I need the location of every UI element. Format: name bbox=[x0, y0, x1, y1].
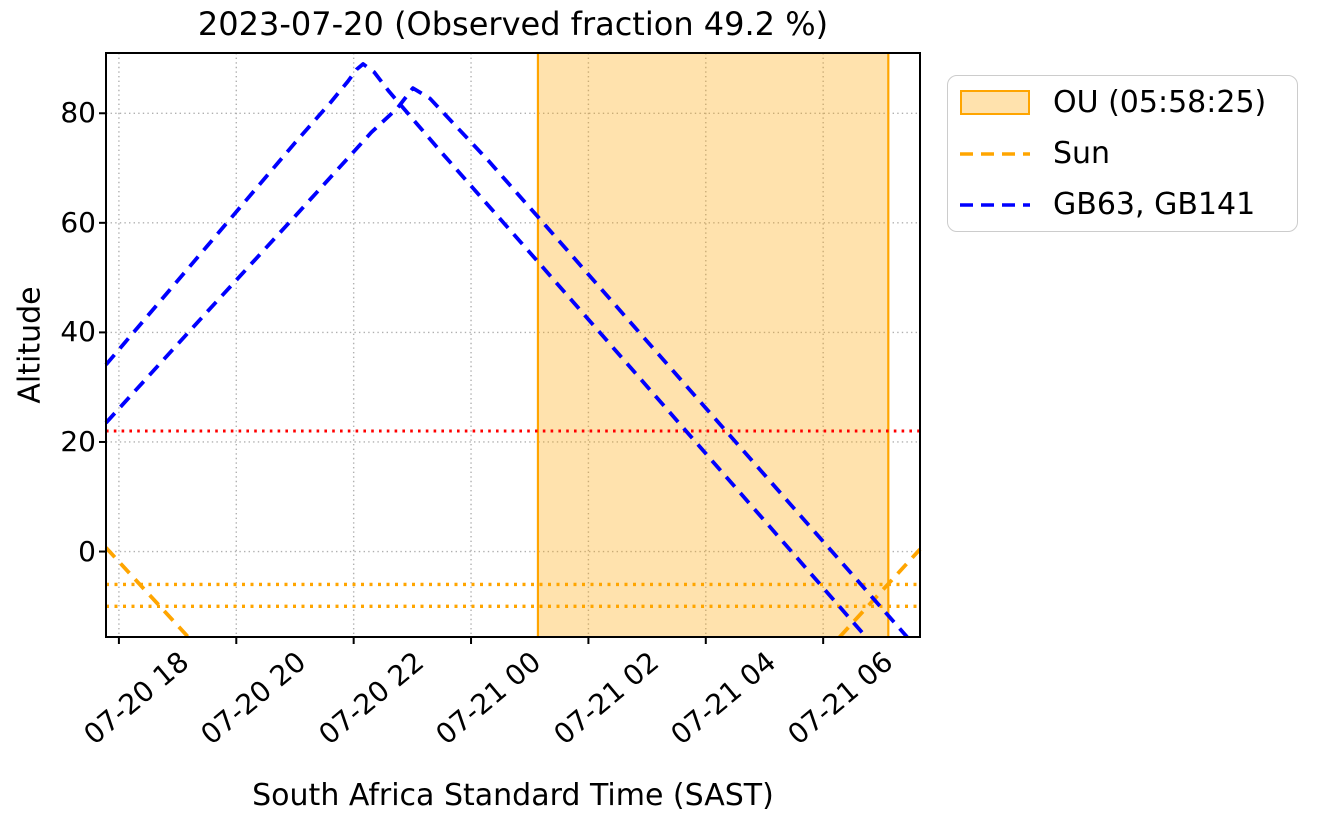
legend-entry-ou: OU (05:58:25) bbox=[948, 77, 1297, 128]
y-axis-label: Altitude bbox=[12, 286, 48, 404]
y-tick-label: 0 bbox=[78, 534, 96, 568]
sun-dashed-line-icon bbox=[960, 141, 1030, 166]
legend-entry-targets: GB63, GB141 bbox=[948, 179, 1297, 230]
y-tick-label: 80 bbox=[60, 96, 96, 130]
target-dashed-line-icon bbox=[960, 192, 1030, 217]
legend-entry-sun: Sun bbox=[948, 128, 1297, 179]
legend-label-targets: GB63, GB141 bbox=[1053, 187, 1256, 222]
legend-label-sun: Sun bbox=[1053, 136, 1111, 171]
y-tick-label: 60 bbox=[60, 205, 96, 239]
legend: OU (05:58:25) Sun GB63, GB141 bbox=[947, 75, 1298, 232]
y-tick-label: 40 bbox=[60, 315, 96, 349]
observing-window-patch-icon bbox=[960, 90, 1030, 115]
chart-title: 2023-07-20 (Observed fraction 49.2 %) bbox=[197, 5, 829, 43]
x-axis-label: South Africa Standard Time (SAST) bbox=[252, 778, 774, 813]
y-tick-label: 20 bbox=[60, 424, 96, 458]
legend-label-ou: OU (05:58:25) bbox=[1053, 85, 1267, 120]
